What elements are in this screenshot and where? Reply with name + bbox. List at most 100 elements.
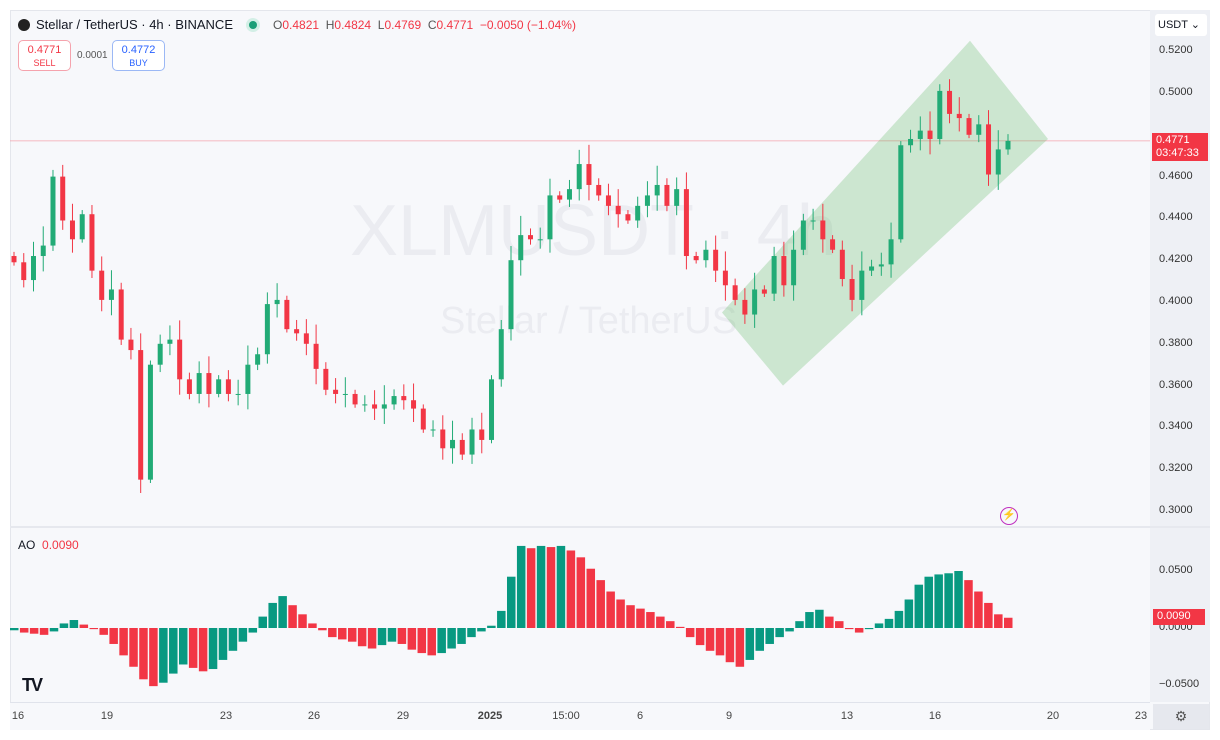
ao-bar [1004,617,1013,628]
candle-body [761,289,767,294]
candle-body [79,214,85,240]
price-tick-label: 0.3800 [1159,336,1193,349]
time-tick-label: 2025 [477,710,503,722]
ao-bar [626,605,635,628]
candle-body [294,329,300,334]
ao-bar [944,573,953,628]
ao-bar [467,628,476,638]
candle-body [713,249,719,271]
ao-bar [487,625,496,628]
ao-bar [785,628,794,632]
ao-bar [328,628,337,638]
candle-body [508,260,514,330]
candle-body [391,396,397,405]
ao-bar [516,545,526,628]
ao-bar [815,609,824,628]
candle-body [635,205,641,221]
ao-bar [198,628,208,672]
ao-bar [39,628,49,635]
candle-body [654,184,660,196]
ao-bar [457,628,466,644]
ao-bar [258,616,267,628]
ascending-channel [722,40,1048,386]
ao-bar [507,576,516,628]
ao-bar [417,628,427,654]
candle-body [820,220,826,240]
candle-body [878,264,884,267]
candle-body [527,235,533,240]
ao-bar [636,608,645,628]
ao-bar [526,548,536,628]
candle-body [118,289,124,340]
candle-body [596,184,602,196]
candle-body [498,329,504,380]
ao-legend[interactable]: AO 0.0090 [18,538,79,552]
ao-bar [89,628,99,630]
candle-body [284,299,290,330]
ao-bar [974,591,983,628]
candle-body [411,400,417,409]
candle-body [859,270,865,300]
candle-body [352,393,358,405]
price-tick-label: 0.4200 [1159,253,1193,266]
sell-button[interactable]: 0.4771 SELL [18,40,71,71]
candle-body [927,130,933,139]
symbol-title[interactable]: Stellar / TetherUS · 4h · BINANCE [36,17,233,32]
ao-bar [576,557,586,628]
lightning-icon[interactable]: ⚡ [1000,507,1018,525]
tradingview-logo[interactable]: TV [22,675,43,695]
ao-bar [675,626,685,628]
candle-body [206,373,212,394]
candle-body [771,256,777,294]
stellar-logo-icon [18,18,30,31]
buy-button[interactable]: 0.4772 BUY [112,40,165,71]
ao-bar [248,628,258,633]
candle-body [40,245,46,257]
candle-body [459,439,465,455]
ao-bar [914,584,924,628]
time-tick-label: 16 [11,710,25,722]
ao-bar [288,605,297,628]
candle-body [60,176,66,221]
candle-body [157,343,163,365]
candle-body [264,304,270,355]
ao-bar [208,628,218,670]
candle-body [128,339,134,351]
settings-gear-icon[interactable]: ⚙ [1153,704,1209,729]
currency-select[interactable]: USDT ⌄ [1155,14,1207,36]
candle-body [147,364,153,480]
ao-bar [924,576,933,628]
pane-separator[interactable] [10,526,1210,528]
candle-body [937,90,943,139]
ao-tick-label: 0.0500 [1159,564,1193,576]
candle-body [50,176,56,246]
ao-bar [59,623,69,628]
ao-bar [646,612,655,628]
candle-body [674,189,680,206]
ao-bar [109,628,118,644]
ao-bar [705,628,715,651]
current-price-tag: 0.4771 03:47:33 [1152,133,1208,161]
ao-bar [536,545,546,628]
ao-bar [218,628,228,660]
time-tick-label: 23 [1134,710,1148,722]
candle-body [108,289,114,300]
ao-bar [656,616,665,628]
ao-bar [864,628,874,630]
candle-body [430,429,436,431]
ao-tick-label: −0.0500 [1159,678,1200,690]
time-axis[interactable] [10,702,1150,730]
ao-bar [437,628,446,654]
ao-bar [338,628,347,640]
watermark-symbol: XLMUSDT · 4h [350,191,837,271]
ao-bar [546,547,556,628]
candle-body [947,90,953,114]
ao-bar [318,628,327,631]
price-axis[interactable] [1150,10,1210,702]
spread-value: 0.0001 [77,50,108,61]
ao-bar [159,628,168,683]
candle-body [849,279,855,300]
candle-body [30,256,36,281]
ao-bar [427,628,436,656]
